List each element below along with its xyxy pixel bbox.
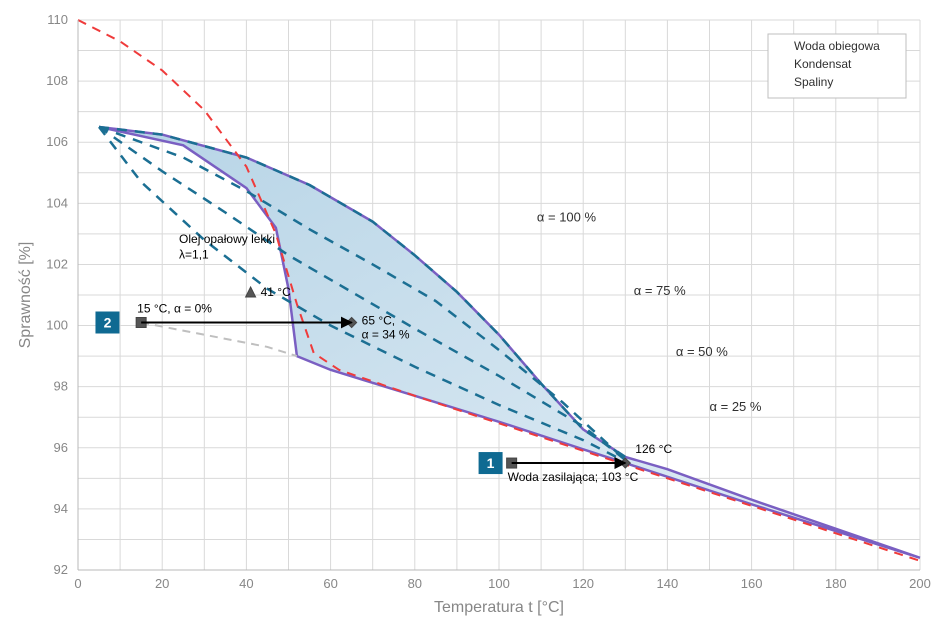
y-tick: 102 <box>46 256 68 271</box>
marker-label: α = 34 % <box>362 328 410 342</box>
y-tick: 106 <box>46 134 68 149</box>
y-tick: 92 <box>54 562 68 577</box>
efficiency-area <box>99 127 920 558</box>
x-tick: 160 <box>741 576 763 591</box>
legend-label: Woda obiegowa <box>794 39 880 53</box>
chart-root: { "chart": { "type": "line-area", "width… <box>0 0 943 620</box>
grey-dash <box>141 323 297 357</box>
x-tick: 20 <box>155 576 169 591</box>
x-tick: 100 <box>488 576 510 591</box>
x-tick: 40 <box>239 576 253 591</box>
marker-label: Woda zasilająca; 103 °C <box>508 470 639 484</box>
shaded-area <box>99 127 920 558</box>
x-tick: 0 <box>74 576 81 591</box>
y-tick: 96 <box>54 440 68 455</box>
x-tick: 80 <box>408 576 422 591</box>
marker-label: 65 °C, <box>362 314 395 328</box>
legend-label: Kondensat <box>794 57 852 71</box>
x-tick: 140 <box>657 576 679 591</box>
marker-label: 41 °C <box>261 285 291 299</box>
badge-num: 1 <box>487 455 495 471</box>
y-tick: 108 <box>46 73 68 88</box>
x-axis-label: Temperatura t [°C] <box>434 599 564 616</box>
note-text: λ=1,1 <box>179 247 209 261</box>
alpha-label: α = 75 % <box>634 283 686 298</box>
x-tick: 180 <box>825 576 847 591</box>
y-tick: 98 <box>54 379 68 394</box>
annotations: Olej opałowy lekkiλ=1,1 41 °C 15 °C, α = 0… <box>95 42 787 484</box>
efficiency-chart: α = 100 % α = 75 % α = 50 % α = 25 % Olej o… <box>0 0 943 620</box>
y-tick: 110 <box>47 12 68 27</box>
y-tick: 104 <box>46 195 68 210</box>
note-text: Olej opałowy lekki <box>179 232 275 246</box>
legend-label: Spaliny <box>794 75 833 89</box>
x-tick: 200 <box>909 576 931 591</box>
y-axis-label: Sprawność [%] <box>17 242 34 349</box>
marker-label: 15 °C, α = 0% <box>137 302 212 316</box>
alpha-label: α = 50 % <box>676 344 728 359</box>
grid <box>78 20 920 570</box>
alpha-label: α = 100 % <box>537 210 597 225</box>
alpha-label: α = 25 % <box>710 399 762 414</box>
x-tick: 60 <box>323 576 337 591</box>
legend: Woda obiegowa Kondensat Spaliny <box>768 34 906 98</box>
badge-num: 2 <box>104 315 112 331</box>
x-tick: 120 <box>572 576 594 591</box>
y-tick: 100 <box>46 318 68 333</box>
marker-label: 126 °C <box>635 442 672 456</box>
y-tick: 94 <box>54 501 68 516</box>
